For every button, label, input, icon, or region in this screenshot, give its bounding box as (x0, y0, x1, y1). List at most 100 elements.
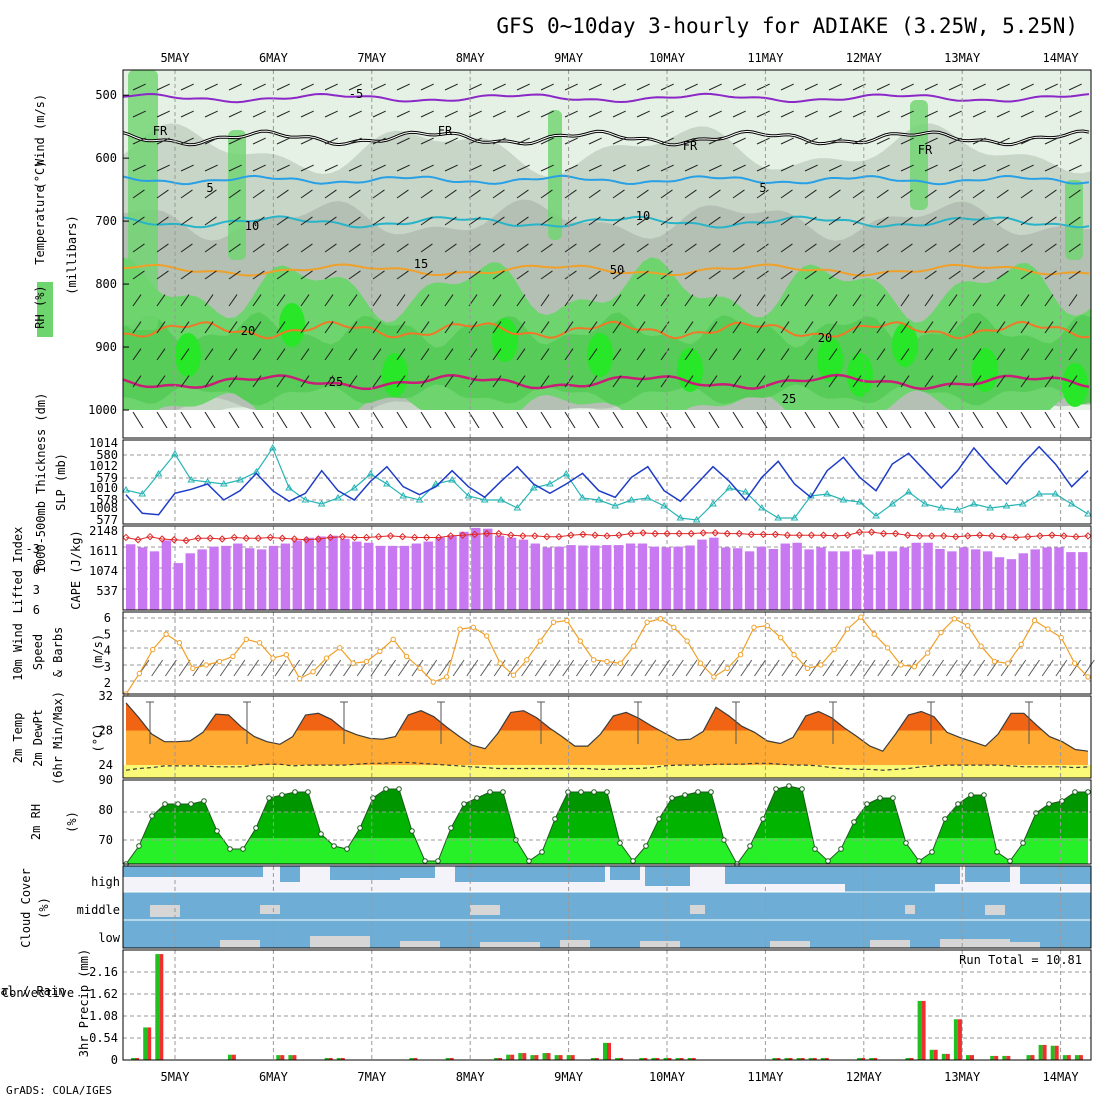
wind-barb (348, 189, 361, 199)
precip-total-bar (603, 1042, 607, 1060)
wind-speed-point (884, 645, 891, 651)
date-label-bottom: 7MAY (357, 1070, 387, 1084)
wind-barb (612, 137, 626, 145)
wind-barb (300, 164, 314, 172)
cloud-high-block (935, 866, 960, 884)
wind-barb-surface (732, 411, 744, 429)
precip-convective-bar (861, 1057, 866, 1060)
rh2m-point (357, 825, 363, 831)
lifted-index-point (831, 532, 840, 540)
wind-barb (756, 110, 770, 118)
wind-barb-surface (372, 411, 384, 429)
rh-saturated-blob (972, 348, 998, 392)
wind-barb (636, 164, 650, 172)
wind-barb (540, 243, 553, 253)
rh2m-point (162, 801, 168, 807)
wind-barb (468, 83, 482, 91)
rh2m-tick-label: 70 (99, 833, 113, 847)
precip-total-bar (966, 1055, 970, 1060)
contour-label: 15 (414, 257, 428, 271)
wind-barb-10m (274, 659, 287, 677)
wind-barb (972, 375, 982, 388)
wind-speed-point (777, 634, 784, 641)
rh2m-point (318, 831, 324, 837)
thickness-point (839, 496, 848, 503)
rh2m-point (331, 843, 337, 849)
cape-bar (1054, 547, 1064, 610)
wind-barb-10m (219, 659, 232, 677)
wind-barb-10m (493, 659, 506, 677)
cape-tick-label: 2148 (89, 524, 118, 538)
cape-bar (1078, 552, 1088, 610)
wind-barb (1020, 110, 1034, 118)
thickness-point (154, 470, 163, 477)
wind-barb (948, 216, 961, 226)
wind-barb (132, 164, 146, 172)
rh2m-point (253, 825, 259, 831)
wind-barb (420, 348, 430, 361)
precip-convective-bar (607, 1042, 611, 1060)
wind-barb-surface (804, 411, 816, 429)
thickness-point (969, 500, 978, 507)
wind-speed-point (617, 660, 624, 666)
wind-barb (804, 348, 814, 361)
rh2m-point (1020, 840, 1026, 846)
wind-barb-10m (849, 659, 862, 677)
contour-label: 20 (241, 324, 255, 338)
rh2m-point (344, 846, 350, 852)
wind-barb (516, 189, 529, 199)
wind-barb-surface (900, 411, 912, 429)
cape-bar (661, 547, 671, 610)
lifted-index-point (723, 529, 731, 538)
cape-bar (804, 549, 814, 610)
wind-barb (780, 189, 793, 199)
cloud-low-block (310, 936, 370, 948)
wind-barb (1044, 164, 1058, 172)
wind-barb (804, 270, 817, 280)
wind-barb (204, 243, 217, 253)
wind-barb (252, 243, 265, 253)
wind-barb (204, 83, 218, 91)
wind-speed-point (1005, 660, 1011, 666)
wind-tick-label: 5 (104, 627, 111, 641)
cloud-high-block (725, 866, 845, 884)
wind-barb (660, 348, 670, 361)
wind-barb (252, 137, 266, 145)
wind-speed-point (216, 658, 223, 665)
wind-speed-point (938, 629, 944, 636)
contour-label: 50 (610, 263, 624, 277)
date-label-top: 13MAY (944, 51, 981, 65)
wind-barb (1020, 164, 1034, 172)
wind-speed-point (684, 638, 690, 644)
wind-barb (372, 164, 386, 172)
wind-barb (1020, 321, 1030, 334)
wind-speed-point (337, 645, 343, 651)
wind-barb-10m (164, 659, 177, 677)
wind-barb (492, 189, 505, 199)
cape-bar (923, 542, 933, 610)
wind-barb-10m (836, 659, 849, 677)
wind-barb (708, 270, 721, 280)
wind-barb (228, 189, 241, 199)
lifted-index-point (338, 532, 347, 541)
wind-barb (756, 294, 766, 307)
wind-speed-point (296, 675, 303, 682)
wind-barb (492, 321, 502, 334)
rh-saturated-blob (279, 303, 305, 347)
wind-speed-point (644, 619, 650, 625)
wind-barb (924, 216, 937, 226)
wind-barb (300, 137, 314, 145)
wind-speed-point (443, 674, 450, 680)
wind-barb (612, 243, 625, 253)
wind-barb (180, 110, 194, 118)
wind-barb (972, 137, 986, 145)
wind-barb (324, 110, 338, 118)
wind-barb-10m (1041, 659, 1054, 677)
wind-barb (300, 294, 310, 307)
wind-barb (468, 216, 481, 226)
wind-barb (612, 189, 625, 199)
wind-barb (468, 189, 481, 199)
lifted-index-point (122, 533, 130, 542)
lifted-index-point (675, 529, 683, 538)
cape-bar (316, 536, 326, 610)
